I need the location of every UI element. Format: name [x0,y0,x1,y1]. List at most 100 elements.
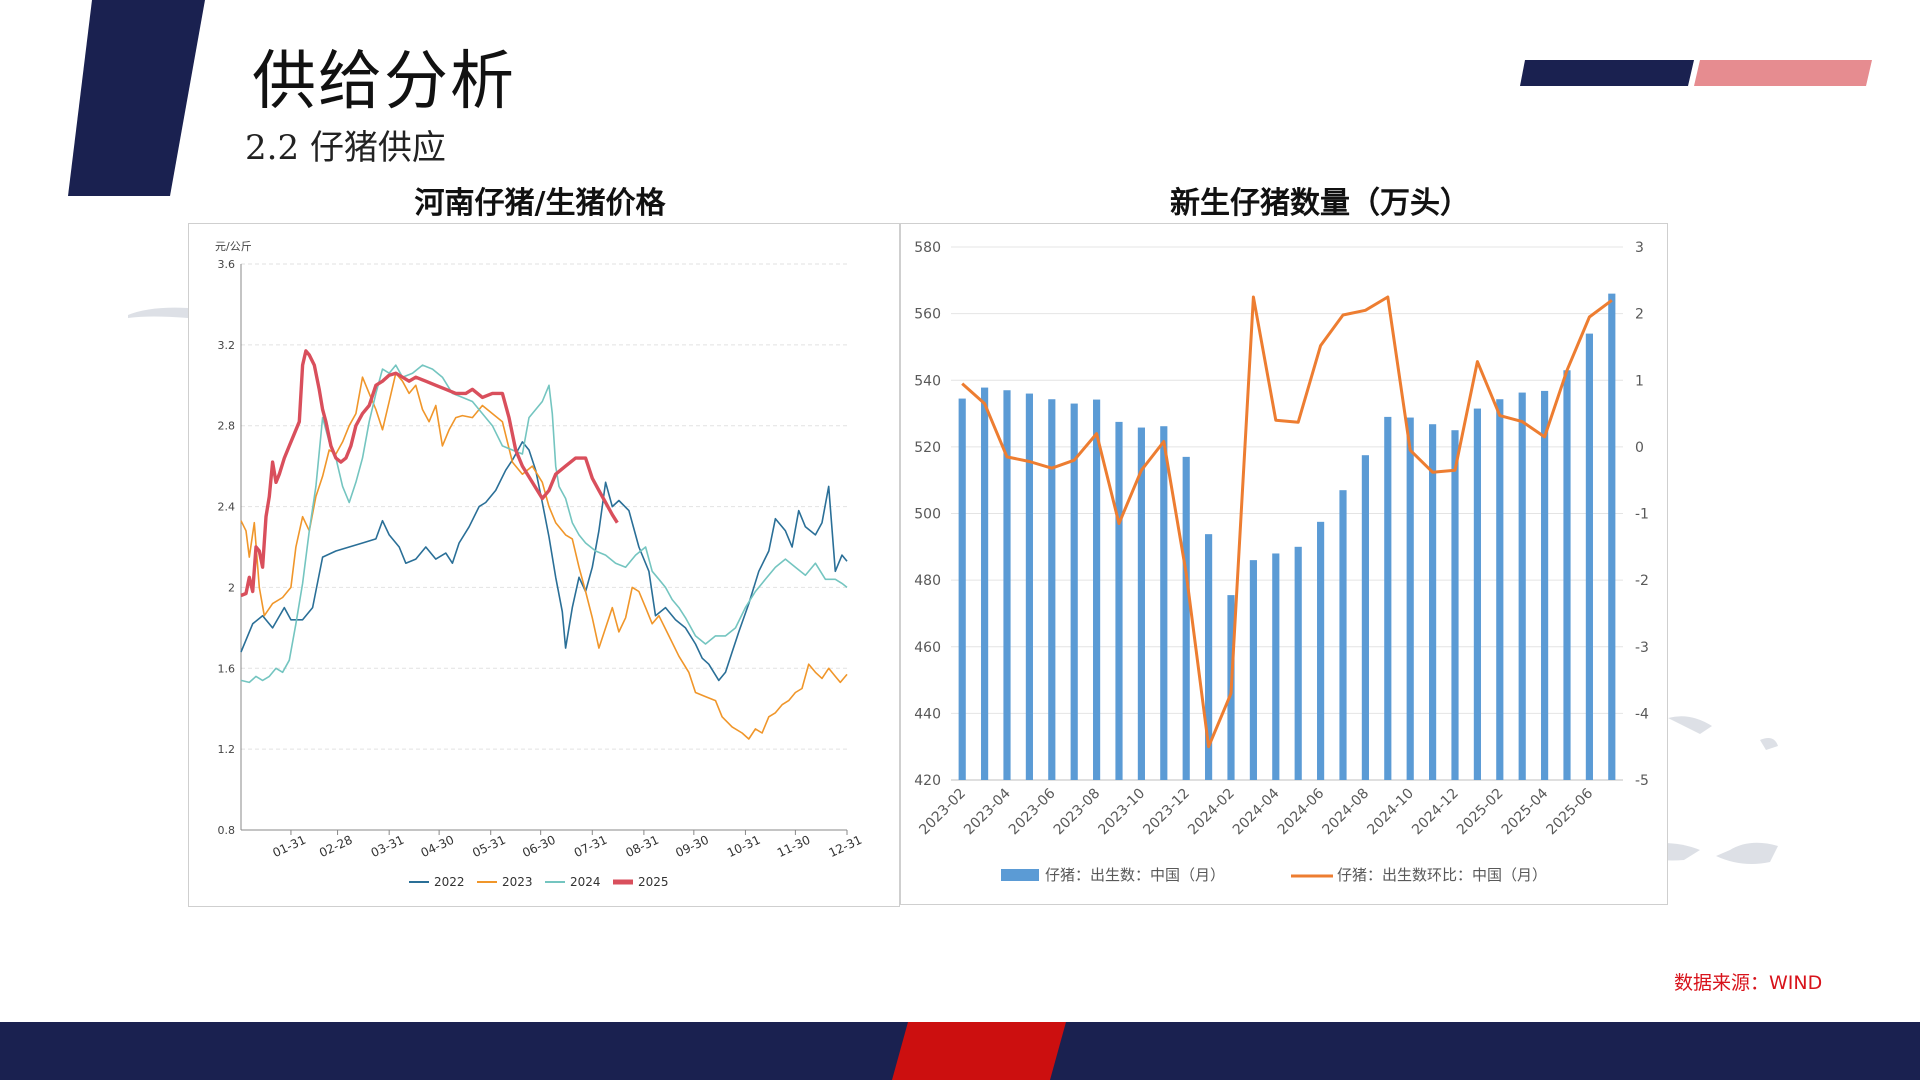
price-chart: 0.8 1.2 1.6 2 2.4 2.8 3.2 3.6 元/公斤 01-31 02-28 03-3… [215,240,865,889]
bar-2023-06 [1048,399,1056,780]
chart-title-piglet-price: 河南仔猪/生猪价格 [414,186,666,221]
bar-2025-01 [1473,408,1481,780]
mom-line [961,295,1613,749]
pink-stripe [1694,60,1872,86]
data-source-note: 数据来源：WIND [1674,972,1823,994]
x-tick-label: 08-31 [623,833,661,860]
newborn-chart: 420 440 460 480 500 520 540 560 580 -5 -4 -3 -2 -1 0 1 2… [914,240,1649,884]
x-tick-label: 2023-02 [916,786,969,839]
bar-2025-03 [1518,392,1526,780]
y-left-tick-label: 460 [914,640,941,656]
bar-2023-07 [1070,403,1078,780]
bar-2023-11 [1160,426,1168,780]
bar-2025-05 [1563,370,1571,780]
x-tick-label: 2024-10 [1364,786,1417,839]
bar-2024-09 [1384,416,1392,780]
legend-label-2025: 2025 [638,875,669,889]
y-left-tick-label: 520 [914,440,941,456]
y-tick-label: 2.8 [218,420,236,433]
footer-red-parallelogram [892,1022,1066,1080]
y-left-tick-label: 440 [914,706,941,722]
bar-2024-06 [1317,521,1325,780]
x-tick-label: 2023-08 [1051,786,1104,839]
y-left-tick-label: 580 [914,240,941,256]
footer-band [0,1022,1920,1080]
y-left-tick-label: 560 [914,307,941,323]
x-tick-label: 2024-02 [1185,786,1238,839]
y-right-tick-label: -2 [1635,573,1649,589]
x-tick-label: 12-31 [827,833,865,860]
header-decoration [68,0,1872,196]
y-left-tick-label: 540 [914,373,941,389]
y-right-tick-label: -1 [1635,507,1649,523]
bar-2023-05 [1025,393,1033,780]
x-tick-label: 06-30 [520,833,558,860]
series-line-2025 [240,349,619,598]
x-tick-label: 2024-04 [1230,785,1283,838]
x-tick-label: 2024-06 [1275,785,1328,838]
x-tick-label: 03-31 [369,833,407,860]
x-tick-label: 2023-06 [1006,785,1059,838]
y-tick-label: 2 [228,581,235,594]
x-tick-label: 2025-06 [1544,785,1597,838]
y-right-tick-label: -5 [1635,773,1649,789]
bar-2024-10 [1406,417,1414,780]
chart-title-newborn-piglets: 新生仔猪数量（万头） [1170,186,1470,221]
y-left-tick-label: 500 [914,507,941,523]
bar-2025-04 [1541,390,1549,780]
x-tick-label: 2025-04 [1499,785,1552,838]
bar-2024-01 [1205,534,1213,780]
bar-2024-11 [1429,424,1437,780]
x-tick-label: 11-30 [775,833,813,860]
x-tick-label: 05-31 [470,833,508,860]
legend-swatch-bar [1001,869,1039,881]
page-title: 供给分析 [252,45,516,119]
x-tick-label: 2024-08 [1320,786,1373,839]
y-tick-label: 1.2 [218,743,236,756]
price-chart-panel: 0.8 1.2 1.6 2 2.4 2.8 3.2 3.6 元/公斤 01-31 02-28 03-3… [188,223,900,907]
y-axis-unit-label: 元/公斤 [215,240,252,253]
x-tick-label: 2023-10 [1096,786,1149,839]
bar-2023-04 [1003,390,1011,780]
series-line-2024 [240,364,848,684]
newborn-chart-panel: 420 440 460 480 500 520 540 560 580 -5 -4 -3 -2 -1 0 1 2… [900,223,1668,905]
bar-2023-09 [1115,421,1123,780]
y-right-tick-label: -3 [1635,640,1649,656]
series-line-2022 [240,441,848,682]
bar-2024-08 [1361,455,1369,780]
y-tick-label: 2.4 [218,501,236,514]
bar-2024-05 [1294,546,1302,780]
y-tick-label: 1.6 [218,662,236,675]
y-right-tick-label: 1 [1635,373,1644,389]
legend-label-2022: 2022 [434,875,465,889]
x-tick-label: 02-28 [317,833,355,860]
x-tick-label: 07-31 [572,833,610,860]
y-tick-label: 3.6 [218,258,236,271]
bar-2025-06 [1585,333,1593,780]
x-tick-label: 09-30 [673,833,711,860]
legend-label-bar: 仔猪：出生数：中国（月） [1045,866,1225,884]
y-tick-label: 3.2 [218,339,236,352]
y-right-tick-label: 3 [1635,240,1644,256]
bar-2025-07 [1608,293,1616,780]
bar-2025-02 [1496,399,1504,780]
x-tick-label: 2025-02 [1454,786,1507,839]
y-right-tick-label: -4 [1635,706,1649,722]
bar-2023-03 [981,387,989,780]
bar-2024-12 [1451,430,1459,780]
x-tick-label: 2023-04 [961,785,1014,838]
legend-label-line: 仔猪：出生数环比：中国（月） [1337,866,1547,884]
x-tick-label: 2024-12 [1409,786,1462,839]
bar-2023-12 [1182,456,1190,780]
y-right-tick-label: 0 [1635,440,1644,456]
y-left-tick-label: 420 [914,773,941,789]
navy-parallelogram [68,0,205,196]
y-right-tick-label: 2 [1635,307,1644,323]
bar-2023-10 [1137,427,1145,780]
section-subtitle: 2.2 仔猪供应 [245,128,446,168]
navy-stripe [1520,60,1694,86]
legend-label-2023: 2023 [502,875,533,889]
legend-label-2024: 2024 [570,875,601,889]
x-tick-label: 10-31 [725,833,763,860]
x-tick-label: 2023-12 [1140,786,1193,839]
